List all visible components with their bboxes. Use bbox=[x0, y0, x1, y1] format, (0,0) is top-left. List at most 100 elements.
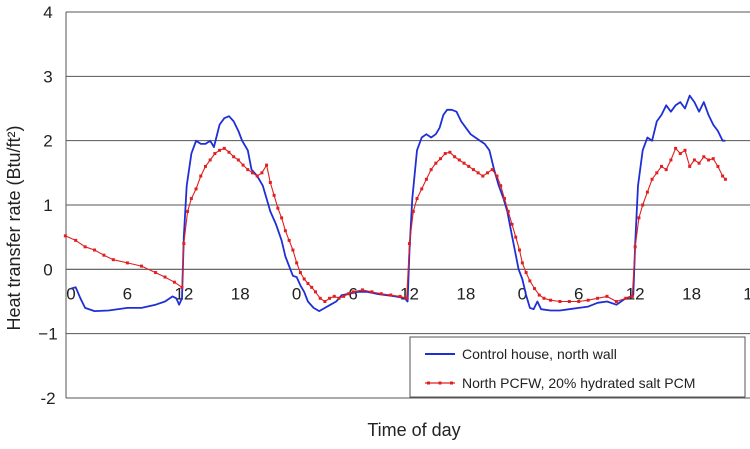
data-point bbox=[655, 171, 659, 175]
data-point bbox=[291, 248, 295, 252]
data-point bbox=[624, 296, 628, 300]
data-point bbox=[246, 168, 250, 172]
data-point bbox=[411, 209, 415, 213]
data-point bbox=[408, 242, 411, 246]
data-point bbox=[702, 155, 706, 159]
data-point bbox=[467, 164, 471, 168]
data-point bbox=[302, 277, 306, 281]
x-tick-label: 6 bbox=[574, 284, 583, 303]
data-point bbox=[448, 150, 452, 154]
data-point bbox=[232, 155, 236, 159]
data-point bbox=[669, 158, 673, 162]
data-point bbox=[420, 187, 424, 191]
data-point bbox=[641, 203, 645, 207]
data-point bbox=[342, 294, 346, 298]
y-tick-label: 1 bbox=[43, 196, 52, 215]
data-point bbox=[723, 177, 727, 181]
data-point bbox=[186, 209, 190, 213]
data-point bbox=[721, 174, 725, 178]
data-point bbox=[415, 197, 419, 201]
data-point bbox=[510, 222, 514, 226]
y-tick-label: -2 bbox=[40, 389, 55, 408]
data-point bbox=[424, 177, 428, 181]
y-tick-label: 2 bbox=[43, 132, 52, 151]
data-point bbox=[683, 148, 687, 152]
data-point bbox=[194, 187, 198, 191]
data-point bbox=[518, 248, 522, 252]
data-point bbox=[310, 285, 314, 289]
data-point bbox=[549, 298, 553, 302]
y-tick-label: 4 bbox=[43, 3, 52, 22]
data-point bbox=[453, 155, 457, 159]
legend-label-pcfw: North PCFW, 20% hydrated salt PCM bbox=[462, 375, 695, 391]
data-point bbox=[520, 261, 524, 265]
data-point bbox=[495, 174, 499, 178]
data-point bbox=[154, 271, 158, 275]
data-point bbox=[83, 245, 87, 249]
data-point bbox=[707, 158, 711, 162]
legend-marker-pcfw bbox=[427, 381, 430, 385]
data-point bbox=[697, 161, 701, 165]
data-point bbox=[429, 168, 433, 172]
data-point bbox=[596, 296, 600, 300]
y-axis-title: Heat transfer rate (Btu/ft²) bbox=[4, 125, 24, 330]
data-point bbox=[389, 293, 393, 297]
data-point bbox=[182, 242, 186, 246]
data-point bbox=[93, 248, 97, 252]
series-group bbox=[63, 94, 727, 312]
data-point bbox=[558, 300, 562, 303]
data-point bbox=[586, 298, 590, 302]
data-point bbox=[630, 294, 634, 298]
y-tick-label: 3 bbox=[43, 67, 52, 86]
y-tick-label: 0 bbox=[43, 260, 52, 279]
data-point bbox=[332, 294, 336, 298]
x-tick-label: 1 bbox=[743, 284, 750, 303]
data-point bbox=[443, 152, 447, 156]
data-point bbox=[439, 157, 443, 161]
y-tick-label: −1 bbox=[38, 325, 57, 344]
legend-marker-pcfw bbox=[450, 381, 453, 385]
data-point bbox=[370, 290, 374, 294]
data-point bbox=[222, 146, 226, 150]
data-point bbox=[280, 216, 284, 220]
data-point bbox=[674, 146, 678, 150]
data-point bbox=[645, 190, 649, 194]
data-point bbox=[711, 157, 715, 161]
data-point bbox=[471, 168, 475, 172]
x-axis-title: Time of day bbox=[367, 420, 460, 440]
data-point bbox=[213, 152, 217, 156]
data-point bbox=[692, 158, 696, 162]
data-point bbox=[405, 296, 409, 300]
data-point bbox=[637, 216, 641, 220]
data-point bbox=[462, 161, 466, 165]
data-point bbox=[236, 158, 240, 162]
data-point bbox=[306, 281, 310, 285]
x-tick-label: 18 bbox=[231, 284, 250, 303]
data-point bbox=[318, 296, 322, 300]
data-point bbox=[537, 293, 541, 297]
legend: Control house, north wall North PCFW, 20… bbox=[409, 336, 746, 398]
data-point bbox=[346, 292, 350, 296]
x-tick-label: 12 bbox=[174, 284, 193, 303]
data-point bbox=[542, 296, 546, 300]
data-point bbox=[287, 238, 291, 242]
data-point bbox=[664, 168, 668, 172]
data-point bbox=[506, 209, 510, 213]
data-point bbox=[63, 234, 67, 238]
data-point bbox=[180, 285, 184, 289]
data-point bbox=[351, 290, 355, 294]
data-point bbox=[255, 174, 259, 178]
x-tick-label: 0 bbox=[292, 284, 301, 303]
data-point bbox=[140, 264, 144, 268]
data-point bbox=[295, 261, 299, 265]
data-point bbox=[481, 174, 485, 178]
data-point bbox=[241, 163, 245, 167]
data-point bbox=[208, 158, 212, 162]
data-point bbox=[502, 197, 506, 201]
data-point bbox=[688, 164, 692, 168]
x-tick-label: 18 bbox=[682, 284, 701, 303]
data-point bbox=[605, 294, 609, 298]
data-point bbox=[457, 158, 461, 162]
data-point bbox=[533, 287, 537, 291]
